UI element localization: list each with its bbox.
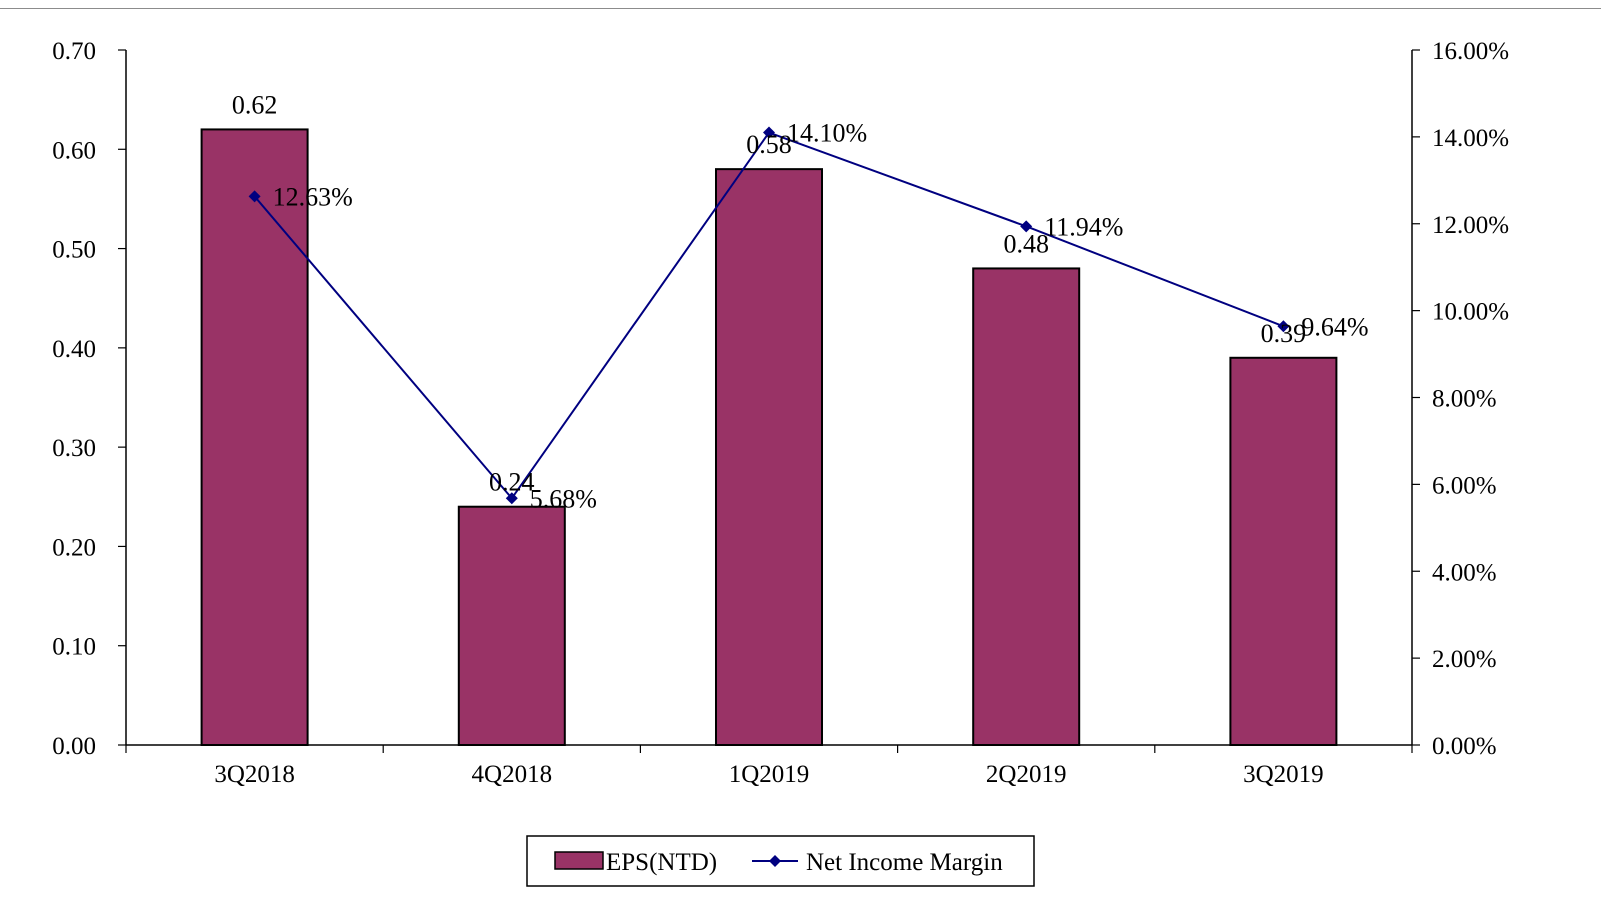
margin-point — [1277, 320, 1290, 333]
margin-data-label: 12.63% — [273, 182, 353, 211]
eps-data-label: 0.58 — [746, 130, 792, 159]
margin-data-label: 14.10% — [787, 119, 867, 148]
legend-margin-label: Net Income Margin — [806, 849, 1003, 876]
margin-point — [248, 190, 261, 203]
axes-layer: 0.00 0.10 0.20 0.30 0.40 0.50 0.60 0.70 0.00% 2.0… — [52, 38, 1509, 788]
eps-bar — [200, 128, 309, 746]
y-right-tick-label: 0.00% — [1432, 733, 1497, 760]
x-tick-label: 2Q2019 — [986, 761, 1067, 788]
y-right-tick-label: 14.00% — [1432, 125, 1509, 152]
y-left-tick-label: 0.10 — [52, 634, 96, 661]
legend-margin-marker — [769, 855, 781, 867]
y-left-tick-label: 0.20 — [52, 534, 96, 561]
line-layer — [248, 126, 1290, 505]
y-right-tick-label: 6.00% — [1432, 472, 1497, 499]
data-labels-layer: 0.62 0.24 0.58 0.48 0.39 12.63% 5.68% 14.10% 11.… — [232, 90, 1369, 513]
x-tick-label: 4Q2018 — [472, 761, 553, 788]
eps-bar — [457, 505, 566, 747]
y-right-tick-label: 16.00% — [1432, 38, 1509, 65]
margin-point — [763, 126, 775, 139]
y-right-tick-label: 2.00% — [1432, 646, 1497, 673]
y-left-tick-label: 0.30 — [52, 435, 96, 462]
margin-point — [505, 492, 518, 505]
margin-data-label: 9.64% — [1301, 312, 1368, 341]
eps-bar — [972, 267, 1081, 746]
margin-point — [1020, 220, 1033, 233]
y-left-tick-label: 0.40 — [52, 336, 96, 363]
y-left-tick-label: 0.60 — [52, 137, 96, 164]
top-rule — [0, 8, 1601, 9]
eps-data-label: 0.62 — [232, 90, 278, 119]
eps-data-label: 0.39 — [1261, 319, 1307, 348]
margin-data-label: 5.68% — [530, 484, 597, 513]
legend-eps-label: EPS(NTD) — [606, 849, 717, 876]
legend-eps-swatch — [554, 851, 604, 870]
eps-bar — [715, 168, 823, 746]
y-left-tick-label: 0.50 — [52, 237, 96, 264]
x-tick-label: 1Q2019 — [729, 761, 810, 788]
eps-bar — [1229, 356, 1338, 746]
x-tick-label: 3Q2019 — [1243, 761, 1324, 788]
y-left-tick-label: 0.00 — [52, 733, 96, 760]
legend: EPS(NTD) Net Income Margin — [526, 835, 1035, 887]
y-right-tick-label: 4.00% — [1432, 559, 1497, 586]
bars-layer — [200, 128, 1338, 747]
eps-data-label: 0.24 — [489, 468, 535, 497]
y-left-tick-label: 0.70 — [52, 38, 96, 65]
x-tick-label: 3Q2018 — [214, 761, 295, 788]
y-right-tick-label: 8.00% — [1432, 386, 1497, 413]
y-right-tick-label: 10.00% — [1432, 299, 1509, 326]
eps-data-label: 0.48 — [1003, 229, 1049, 258]
margin-data-label: 11.94% — [1044, 212, 1123, 241]
y-right-tick-label: 12.00% — [1432, 212, 1509, 239]
